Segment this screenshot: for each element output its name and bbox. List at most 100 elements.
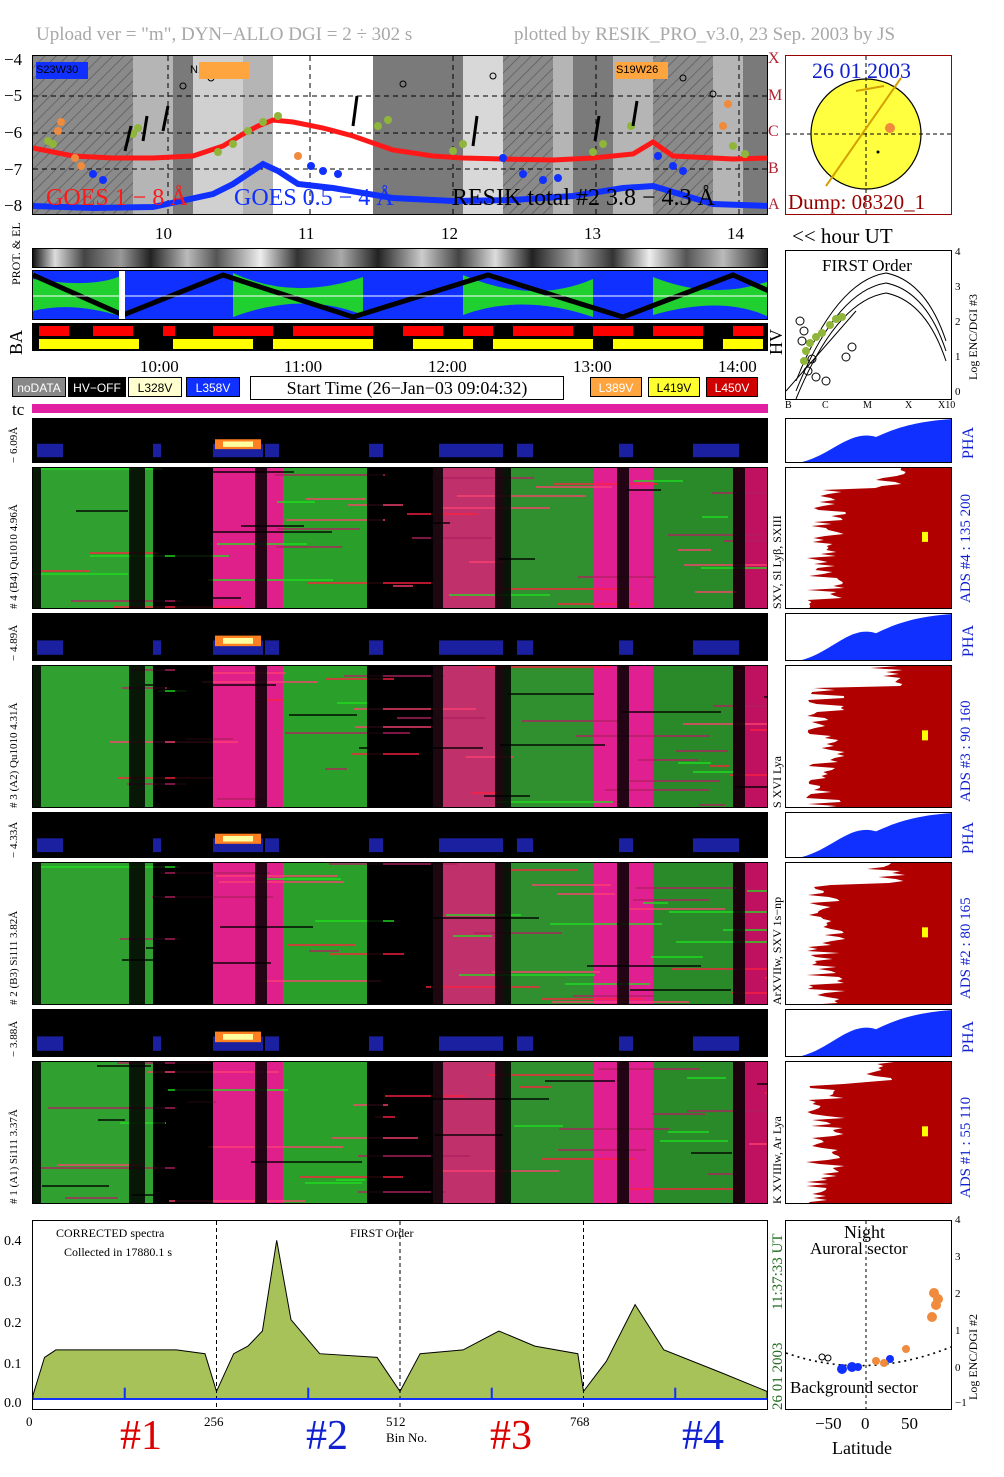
pha-label: PHA [960, 821, 977, 854]
lat-ytick: 1 [955, 1325, 961, 1337]
pha-label: PHA [960, 1020, 977, 1053]
header-plotted: plotted by RESIK_PRO_v3.0, 23 Sep. 2003 … [514, 24, 896, 45]
ba-bar [32, 323, 768, 351]
legend-l358v: L358V [186, 377, 240, 397]
spectrum-title: CORRECTED spectra [56, 1226, 165, 1240]
prot-orbit-map [32, 270, 768, 320]
ads-label: ADS #1 : 55 110 [958, 1096, 974, 1198]
channel-1-label: #1 [120, 1413, 162, 1459]
pha-strip [32, 812, 768, 858]
fo-tick: 4 [955, 246, 961, 258]
spec-ytick: 0.4 [4, 1234, 22, 1249]
header-upload: Upload ver = "m", DYN−ALLO DGI = 2 ÷ 302… [36, 24, 413, 45]
spec-ytick: 0.3 [4, 1275, 22, 1290]
region-s23w30: S23W30 [36, 62, 88, 79]
pha-histogram [785, 418, 952, 463]
lat-ytick: 0 [955, 1362, 961, 1374]
pha-range-label: − 3.88Å [8, 1020, 20, 1057]
goes-tick: −6 [4, 123, 23, 142]
goes-tick: −4 [4, 50, 23, 69]
fo-xtick: X [905, 400, 913, 411]
sun-date: 26 01 2003 [812, 58, 911, 83]
lat-ytick: −1 [955, 1397, 967, 1409]
hour-tick: 13 [584, 224, 601, 243]
latitude-panel [785, 1220, 952, 1410]
fo-tick: 1 [955, 351, 961, 363]
hour-tick: 12 [441, 224, 458, 243]
pha-strip [32, 613, 768, 661]
ads-histogram [785, 1061, 952, 1204]
first-order-panel [785, 250, 952, 400]
spec-ytick: 0.0 [4, 1396, 22, 1411]
resik-total-points [44, 72, 749, 184]
lat-xtick: −50 [815, 1414, 842, 1433]
legend-resik: RESIK total #2 3.8 − 4.3 Å [452, 185, 715, 211]
sun-panel [785, 55, 952, 215]
legend-goes18: GOES 1 − 8 Å [46, 185, 188, 211]
lat-xtick: 0 [861, 1414, 870, 1433]
tc-label: tc [12, 400, 25, 419]
tc-bar [32, 404, 768, 413]
pha-strip [32, 1009, 768, 1057]
goes-low-curve [33, 160, 767, 212]
ba-label: BA [6, 329, 26, 355]
goes-panel [32, 55, 768, 215]
legend-l450v: L450V [706, 377, 758, 397]
hv-label: HV [766, 329, 786, 355]
fo-xtick: X10 [938, 400, 956, 411]
pha-label: PHA [960, 426, 977, 459]
ads-histogram [785, 467, 952, 609]
line-label: K XVIIIw, Ar Lya [770, 1116, 784, 1204]
detector-label: # 2 (B3) Si111 3.82Å [8, 910, 20, 1005]
pha-range-label: − 6.09Å [8, 426, 20, 463]
lat-ytick: 4 [955, 1214, 961, 1226]
time-tick: 10:00 [140, 357, 179, 376]
spec-xtick: 0 [26, 1414, 33, 1429]
lat-xlabel: Latitude [832, 1438, 892, 1458]
lat-ytick: 3 [955, 1251, 961, 1263]
pha-range-label: − 4.33Å [8, 821, 20, 858]
time-tick: 12:00 [428, 357, 467, 376]
spec-xtick: 256 [204, 1414, 224, 1429]
pha-histogram [785, 1009, 952, 1057]
pha-label: PHA [960, 624, 977, 657]
first-order-ylabel: Log ENC/DGI #3 [966, 294, 980, 380]
spectrum-xlabel: Bin No. [386, 1430, 428, 1445]
first-order-title: FIRST Order [822, 256, 912, 275]
goes-tick: −5 [4, 86, 23, 105]
channel-4-label: #4 [682, 1413, 724, 1459]
spec-ytick: 0.1 [4, 1357, 22, 1372]
start-time: Start Time (26−Jan−03 09:04:32) [250, 376, 564, 400]
lat-ytick: 2 [955, 1288, 961, 1300]
hour-tick: 10 [155, 224, 172, 243]
fo-xtick: M [863, 400, 872, 411]
pha-range-label: − 4.89Å [8, 624, 20, 661]
channel-3-label: #3 [490, 1413, 532, 1459]
region-n13w36: N13W36 [190, 62, 290, 79]
legend-l389v: L389V [590, 377, 642, 397]
legend-goes054: GOES 0.5 − 4 Å [234, 185, 394, 211]
lat-auroral: Auroral sector [810, 1239, 908, 1258]
spectrogram [32, 467, 768, 609]
spectrum-panel [32, 1220, 768, 1410]
detector-label: # 1 (A1) Si111 3.37Å [8, 1109, 20, 1204]
ads-histogram [785, 665, 952, 808]
spec-xtick: 512 [386, 1414, 406, 1429]
detector-label: # 3 (A2) Qu1010 4.31Å [8, 702, 20, 808]
lat-background: Background sector [790, 1378, 918, 1397]
lat-night: Night [844, 1222, 886, 1242]
goes-plot [33, 56, 767, 214]
goes-tick: −8 [4, 196, 23, 215]
fo-tick: 3 [955, 281, 961, 293]
legend-l328v: L328V [128, 377, 182, 397]
time-tick: 13:00 [573, 357, 612, 376]
line-label: ArXVIIw, SXV 1s−np [770, 896, 784, 1005]
spectrogram [32, 1061, 768, 1204]
class-m: M [768, 87, 783, 104]
time-tick: 14:00 [718, 357, 757, 376]
time-tick: 11:00 [284, 357, 323, 376]
sun-dump: Dump: 08320_1 [788, 190, 926, 214]
orbit-night-bands [33, 56, 767, 214]
fo-xtick: C [822, 400, 829, 411]
legend-l419v: L419V [648, 377, 700, 397]
